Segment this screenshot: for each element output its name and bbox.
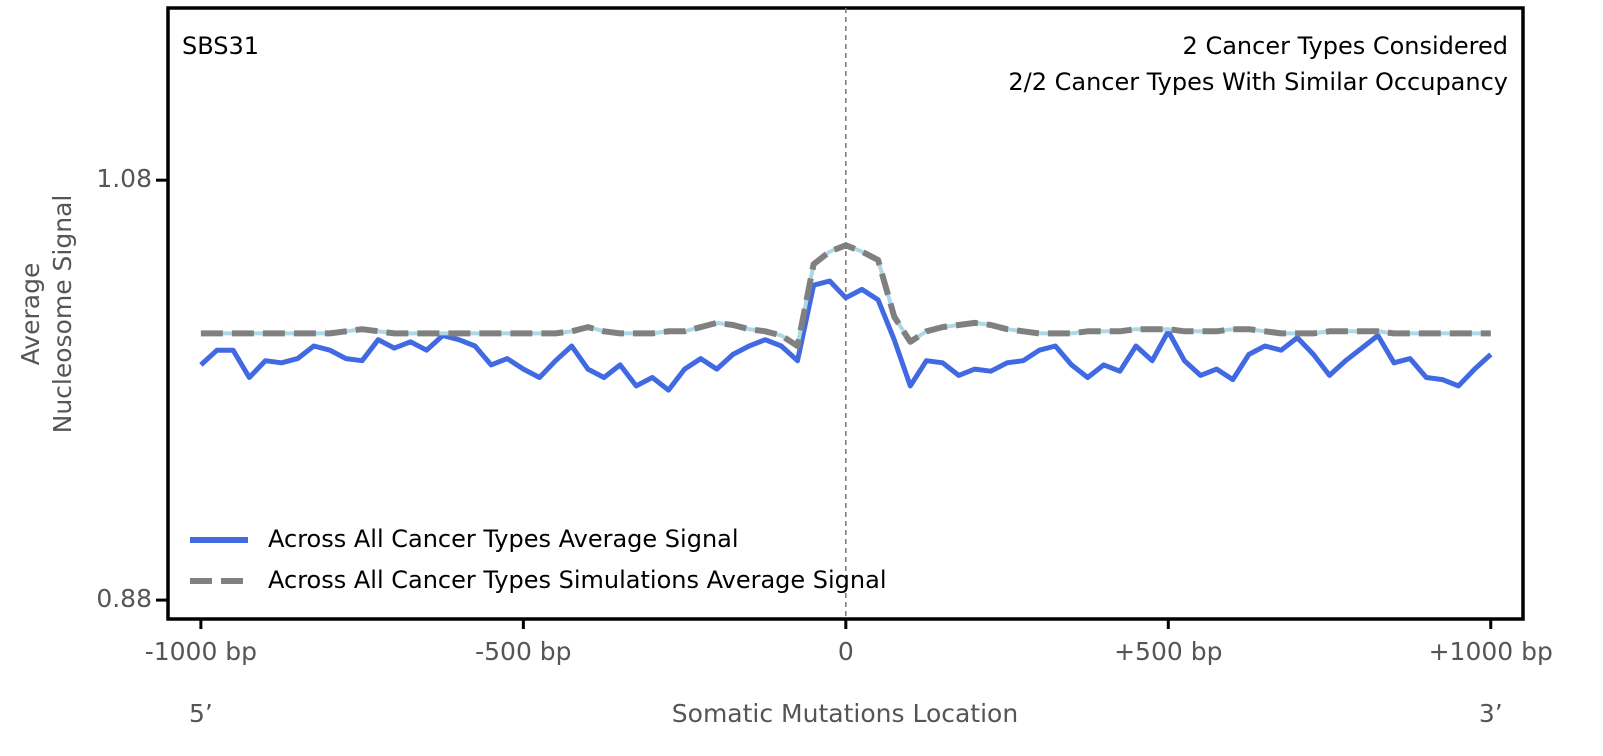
legend-label: Across All Cancer Types Simulations Aver… xyxy=(268,566,887,594)
x-tick-label: -500 bp xyxy=(475,637,571,666)
y-axis-label: Average xyxy=(16,263,45,366)
x-axis-label: Somatic Mutations Location xyxy=(672,699,1018,728)
y-axis-label: Nucleosome Signal xyxy=(48,195,77,434)
annotation: 2 Cancer Types Considered xyxy=(1183,32,1508,60)
x-tick-label: -1000 bp xyxy=(145,637,257,666)
series-line xyxy=(199,278,1493,393)
y-tick-label: 0.88 xyxy=(96,584,152,613)
x-tick-label: +500 bp xyxy=(1114,637,1222,666)
signature-label: SBS31 xyxy=(182,32,259,60)
series-line xyxy=(200,242,1491,349)
x-tick-label: +1000 bp xyxy=(1429,637,1553,666)
legend-label: Across All Cancer Types Average Signal xyxy=(268,525,739,553)
end-label: 5’ xyxy=(189,699,213,728)
end-label: 3’ xyxy=(1479,699,1503,728)
x-tick-label: 0 xyxy=(838,637,854,666)
y-tick-label: 1.08 xyxy=(96,164,152,193)
annotation: 2/2 Cancer Types With Similar Occupancy xyxy=(1008,68,1508,96)
